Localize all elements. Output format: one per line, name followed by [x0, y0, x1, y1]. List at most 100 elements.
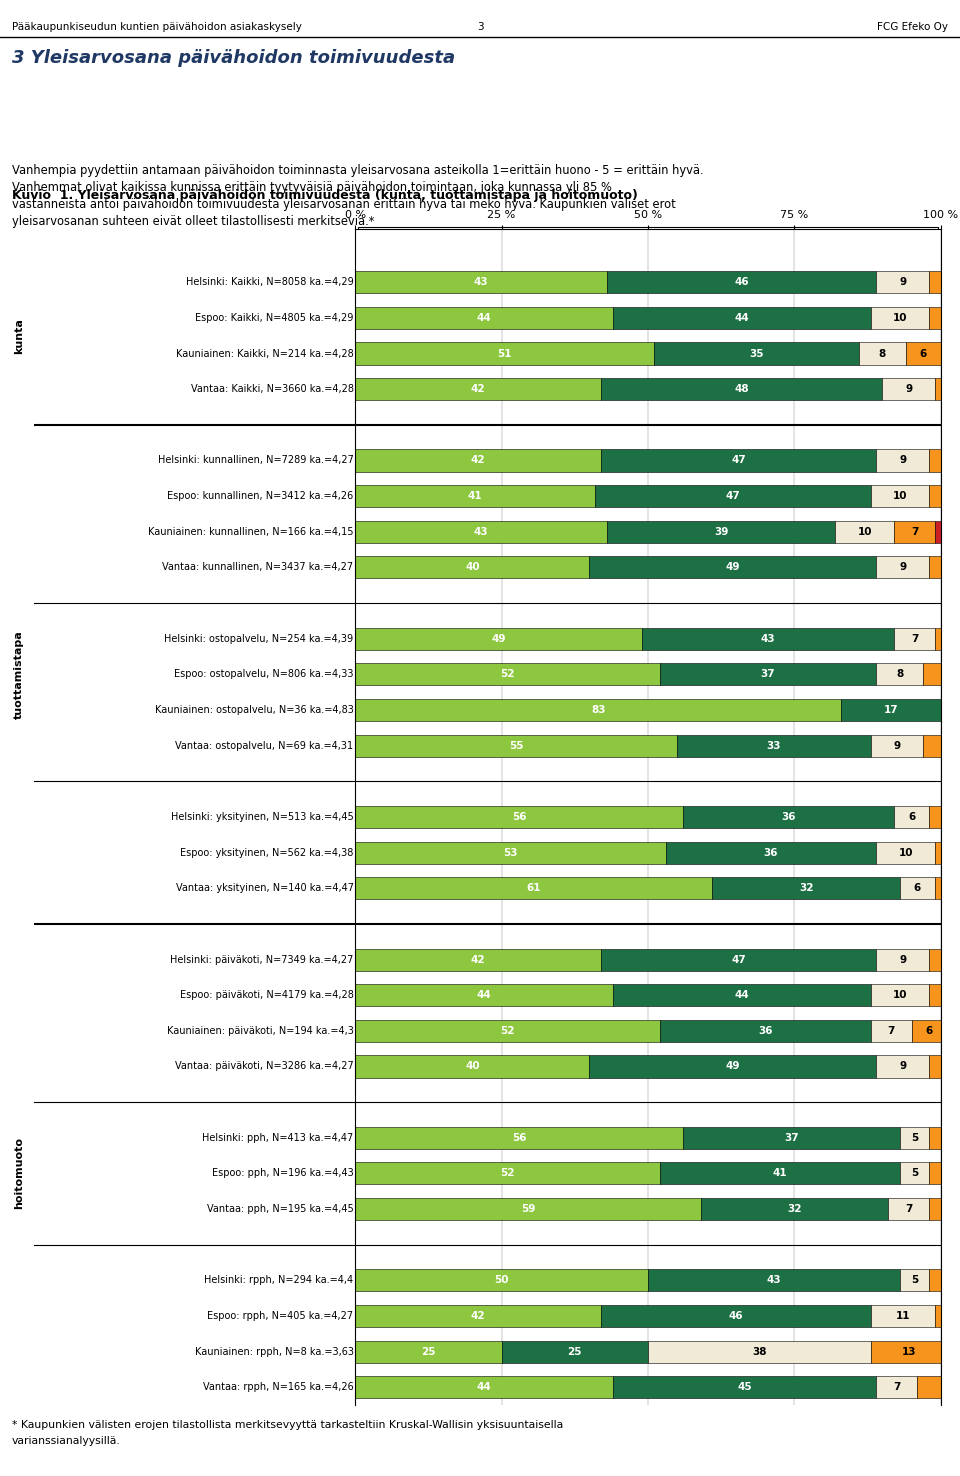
- Bar: [355, 1269, 648, 1292]
- Bar: [935, 521, 941, 543]
- Bar: [601, 378, 882, 400]
- Bar: [601, 449, 876, 471]
- Text: Espoo: rpph, N=405 ka.=4,27: Espoo: rpph, N=405 ka.=4,27: [207, 1311, 353, 1321]
- Bar: [929, 556, 941, 579]
- Bar: [929, 486, 941, 508]
- Bar: [589, 1055, 876, 1077]
- Bar: [355, 1163, 660, 1185]
- Text: 42: 42: [470, 384, 486, 394]
- Bar: [929, 307, 941, 329]
- Text: 61: 61: [526, 883, 541, 893]
- Bar: [642, 627, 894, 649]
- Text: 6: 6: [908, 812, 915, 822]
- Text: Kauniainen: päiväkoti, N=194 ka.=4,3: Kauniainen: päiväkoti, N=194 ka.=4,3: [167, 1026, 353, 1036]
- Text: 10: 10: [857, 527, 872, 537]
- Text: Helsinki: yksityinen, N=513 ka.=4,45: Helsinki: yksityinen, N=513 ka.=4,45: [171, 812, 353, 822]
- Bar: [355, 700, 841, 722]
- Text: 43: 43: [474, 277, 489, 288]
- Bar: [355, 1376, 612, 1398]
- Text: 9: 9: [900, 955, 906, 964]
- Bar: [607, 521, 835, 543]
- Bar: [935, 1305, 947, 1327]
- Text: 55: 55: [509, 741, 523, 751]
- Text: 8: 8: [897, 670, 903, 679]
- Bar: [777, 239, 790, 260]
- Text: kunta: kunta: [14, 317, 24, 354]
- Text: 25: 25: [567, 1346, 582, 1356]
- Text: Espoo: yksityinen, N=562 ka.=4,38: Espoo: yksityinen, N=562 ka.=4,38: [180, 847, 353, 858]
- Bar: [941, 877, 947, 899]
- Bar: [859, 342, 905, 365]
- Text: 36: 36: [781, 812, 796, 822]
- Bar: [355, 342, 654, 365]
- Text: 10: 10: [899, 847, 913, 858]
- Text: 47: 47: [726, 492, 740, 502]
- Bar: [660, 1020, 871, 1042]
- Text: 37: 37: [760, 670, 776, 679]
- Text: Helsinki: pph, N=413 ka.=4,47: Helsinki: pph, N=413 ka.=4,47: [203, 1132, 353, 1142]
- Bar: [929, 1163, 941, 1185]
- Text: Espoo: ostopalvelu, N=806 ka.=4,33: Espoo: ostopalvelu, N=806 ka.=4,33: [174, 670, 353, 679]
- Bar: [888, 1199, 929, 1221]
- Text: 52: 52: [500, 1169, 515, 1178]
- Text: Vanhempia pyydettiin antamaan päivähoidon toiminnasta yleisarvosana asteikolla 1: Vanhempia pyydettiin antamaan päivähoido…: [12, 164, 703, 177]
- Text: 9: 9: [894, 741, 900, 751]
- Bar: [355, 1199, 701, 1221]
- Text: FCG Efeko Oy: FCG Efeko Oy: [877, 22, 948, 32]
- Text: Espoo: kunnallinen, N=3412 ka.=4,26: Espoo: kunnallinen, N=3412 ka.=4,26: [167, 492, 353, 502]
- Text: 36: 36: [764, 847, 779, 858]
- Bar: [941, 735, 958, 757]
- Text: 9: 9: [900, 456, 906, 465]
- Bar: [871, 735, 924, 757]
- Bar: [355, 627, 642, 649]
- Text: 25: 25: [421, 1346, 436, 1356]
- Bar: [876, 272, 929, 294]
- Text: 3: 3: [477, 22, 483, 32]
- Bar: [871, 1340, 947, 1362]
- Bar: [929, 1126, 941, 1148]
- Text: Pääkaupunkiseudun kuntien päivähoidon asiakaskysely: Pääkaupunkiseudun kuntien päivähoidon as…: [12, 22, 301, 32]
- Text: 44: 44: [477, 313, 492, 323]
- Text: 33: 33: [767, 741, 781, 751]
- Bar: [947, 1020, 952, 1042]
- Bar: [355, 556, 589, 579]
- Bar: [876, 949, 929, 971]
- Text: 9: 9: [900, 277, 906, 288]
- Bar: [929, 949, 941, 971]
- Bar: [929, 806, 941, 828]
- Text: 10: 10: [893, 492, 907, 502]
- Bar: [835, 521, 894, 543]
- Text: vastanneista antoi päivähoidon toimivuudesta yleisarvosanan erittäin hyvä tai me: vastanneista antoi päivähoidon toimivuud…: [12, 198, 675, 211]
- Bar: [924, 663, 941, 685]
- Text: hoitomuoto: hoitomuoto: [14, 1138, 24, 1209]
- Bar: [607, 272, 876, 294]
- Bar: [355, 735, 678, 757]
- Bar: [355, 1126, 684, 1148]
- Text: 37: 37: [784, 1132, 799, 1142]
- Text: 5: 5: [911, 1132, 918, 1142]
- Text: Vantaa: ostopalvelu, N=69 ka.=4,31: Vantaa: ostopalvelu, N=69 ka.=4,31: [176, 741, 353, 751]
- Bar: [612, 984, 871, 1007]
- Bar: [941, 1376, 947, 1398]
- Bar: [905, 342, 941, 365]
- Bar: [900, 877, 935, 899]
- Text: Erittäin hyvä: Erittäin hyvä: [439, 244, 501, 254]
- Text: 6: 6: [925, 1026, 933, 1036]
- Text: 11: 11: [896, 1311, 910, 1321]
- Bar: [601, 1305, 871, 1327]
- Bar: [514, 239, 526, 260]
- Text: 7: 7: [911, 527, 918, 537]
- Bar: [684, 1126, 900, 1148]
- Text: Melko hyvä: Melko hyvä: [529, 244, 585, 254]
- Text: 9: 9: [900, 1061, 906, 1072]
- Text: Vantaa: pph, N=195 ka.=4,45: Vantaa: pph, N=195 ka.=4,45: [206, 1204, 353, 1215]
- Text: Vantaa: rpph, N=165 ka.=4,26: Vantaa: rpph, N=165 ka.=4,26: [203, 1383, 353, 1392]
- Text: Vantaa: päiväkoti, N=3286 ka.=4,27: Vantaa: päiväkoti, N=3286 ka.=4,27: [175, 1061, 353, 1072]
- Text: 35: 35: [749, 348, 763, 359]
- Text: Erittäin huono: Erittäin huono: [793, 244, 862, 254]
- Text: 9: 9: [905, 384, 912, 394]
- Bar: [929, 1055, 941, 1077]
- Bar: [355, 1305, 601, 1327]
- Text: Espoo: pph, N=196 ka.=4,43: Espoo: pph, N=196 ka.=4,43: [212, 1169, 353, 1178]
- Bar: [355, 949, 601, 971]
